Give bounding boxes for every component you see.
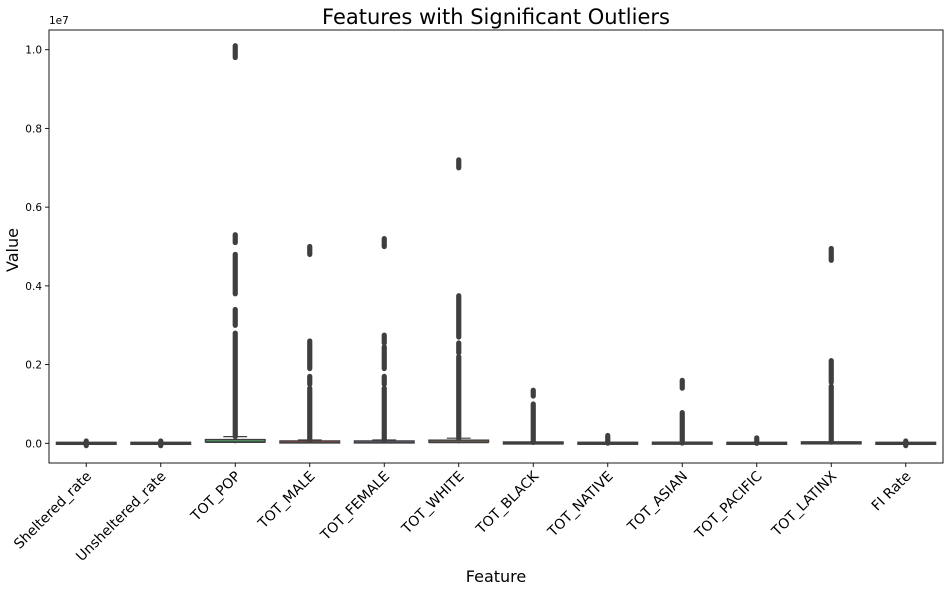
- outlier-points: [828, 358, 834, 385]
- outlier-points: [158, 438, 164, 449]
- outlier-points: [754, 435, 760, 446]
- outlier-points: [679, 377, 685, 391]
- outlier-points: [232, 330, 238, 440]
- outlier-points: [456, 157, 462, 171]
- box-Unsheltered_rate: [130, 438, 192, 449]
- outlier-points: [232, 232, 238, 246]
- outlier-points: [232, 251, 238, 297]
- box-TOT_LATINX: [800, 245, 862, 445]
- x-tick-label: TOT_BLACK: [473, 468, 543, 538]
- x-tick-label: TOT_WHITE: [398, 469, 467, 538]
- outlier-points: [456, 354, 462, 441]
- y-axis-label: Value: [3, 228, 22, 272]
- chart-title: Features with Significant Outliers: [322, 5, 670, 29]
- box-TOT_ASIAN: [651, 377, 713, 446]
- outlier-points: [456, 293, 462, 340]
- x-tick-label: TOT_FEMALE: [317, 469, 393, 545]
- x-tick-label: TOT_PACIFIC: [691, 468, 765, 542]
- box-FI Rate: [875, 438, 937, 449]
- box-TOT_PACIFIC: [726, 435, 788, 446]
- outlier-points: [232, 43, 238, 61]
- box: [204, 438, 266, 443]
- box-TOT_WHITE: [428, 157, 490, 444]
- box-TOT_POP: [204, 43, 266, 444]
- outlier-points: [232, 306, 238, 328]
- box-TOT_FEMALE: [353, 236, 415, 444]
- outlier-points: [381, 236, 387, 250]
- outlier-points: [381, 385, 387, 443]
- outlier-points: [903, 438, 909, 449]
- outlier-points: [307, 243, 313, 257]
- y-tick-label: 1.0: [25, 45, 42, 57]
- y-tick-label: 0.2: [25, 360, 42, 372]
- plot-area: 0.00.20.40.60.81.0Sheltered_rateUnshelte…: [11, 29, 944, 565]
- outlier-points: [605, 432, 611, 446]
- y-axis-offset-label: 1e7: [49, 15, 69, 27]
- x-tick-label: TOT_LATINX: [768, 468, 840, 540]
- x-tick-label: TOT_ASIAN: [624, 469, 691, 536]
- x-tick-label: Sheltered_rate: [11, 469, 95, 553]
- outlier-points: [530, 401, 536, 446]
- x-tick-label: TOT_MALE: [255, 469, 319, 533]
- box-TOT_BLACK: [502, 387, 564, 446]
- outlier-points: [83, 438, 89, 449]
- x-tick-label: TOT_NATIVE: [544, 469, 616, 541]
- outlier-points: [381, 373, 387, 387]
- outlier-points: [456, 340, 462, 356]
- outlier-points: [381, 344, 387, 372]
- y-tick-label: 0.6: [25, 202, 42, 214]
- outlier-points: [828, 383, 834, 445]
- outlier-points: [307, 373, 313, 387]
- x-tick-label: FI Rate: [869, 469, 915, 515]
- y-tick-label: 0.4: [25, 281, 42, 293]
- outlier-points: [679, 410, 685, 446]
- x-axis-label: Feature: [466, 567, 526, 586]
- outlier-points: [381, 332, 387, 346]
- y-tick-label: 0.8: [25, 123, 42, 135]
- plot-frame: [48, 29, 944, 464]
- y-tick-label: 0.0: [25, 438, 42, 450]
- box-TOT_MALE: [279, 243, 341, 444]
- outlier-points: [307, 385, 313, 443]
- x-tick-label: TOT_POP: [187, 469, 244, 526]
- box-TOT_NATIVE: [577, 432, 639, 446]
- box-Sheltered_rate: [55, 438, 117, 449]
- outlier-points: [307, 338, 313, 372]
- outlier-points: [530, 387, 536, 399]
- outlier-points: [828, 245, 834, 263]
